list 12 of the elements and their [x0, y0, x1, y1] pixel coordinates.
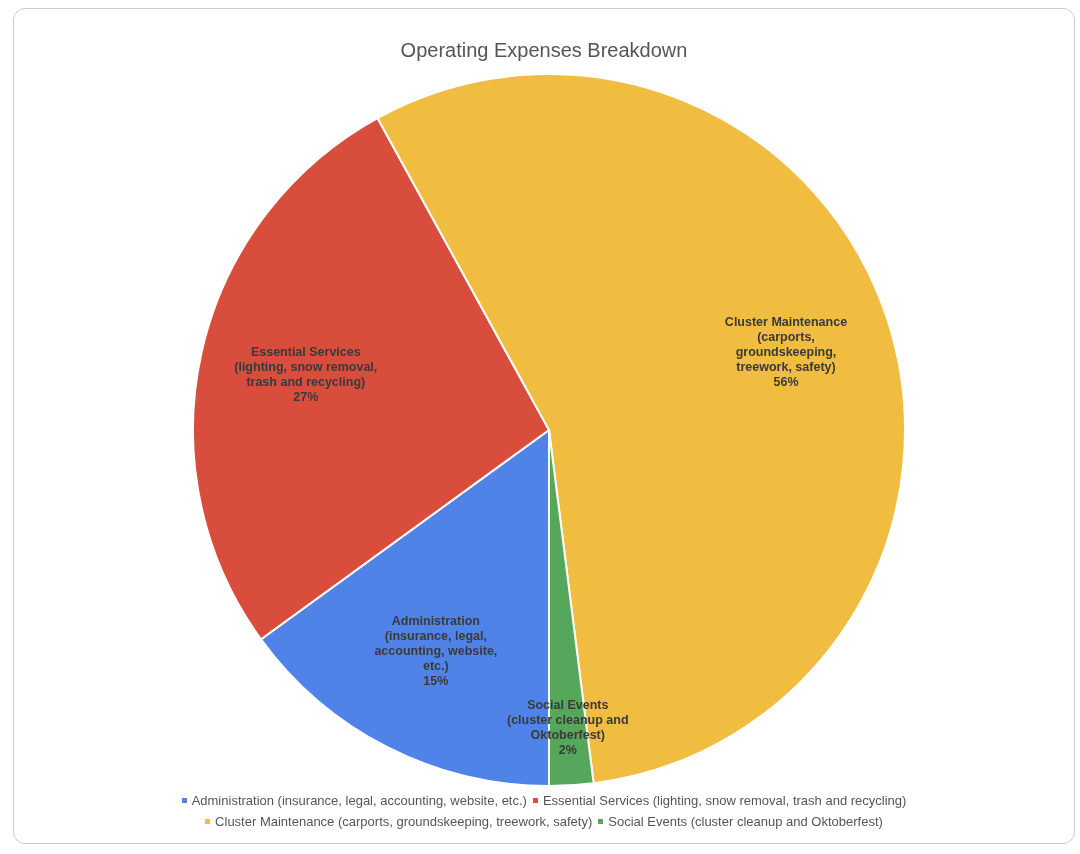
- data-label: 27%: [293, 390, 319, 405]
- data-label: 15%: [423, 674, 449, 689]
- slice-label: Essential Services (lighting, snow removal, trash and recycling): [234, 345, 378, 390]
- legend-label: Essential Services (lighting, snow removal, trash and recycling): [541, 793, 907, 808]
- legend-label: Administration (insurance, legal, accounting, website, etc.): [190, 793, 527, 808]
- slice-label: Administration (insurance, legal, accounting, website, etc.): [374, 614, 498, 674]
- slice-label: Cluster Maintenance (carports, groundskeeping, treework, safety): [724, 315, 848, 375]
- data-label: 2%: [558, 743, 577, 758]
- data-label: 56%: [773, 375, 799, 390]
- legend-label: Social Events (cluster cleanup and Oktoberfest): [607, 814, 883, 829]
- chart-title: Operating Expenses Breakdown: [399, 39, 689, 62]
- legend-label: Cluster Maintenance (carports, groundskeeping, treework, safety): [214, 814, 593, 829]
